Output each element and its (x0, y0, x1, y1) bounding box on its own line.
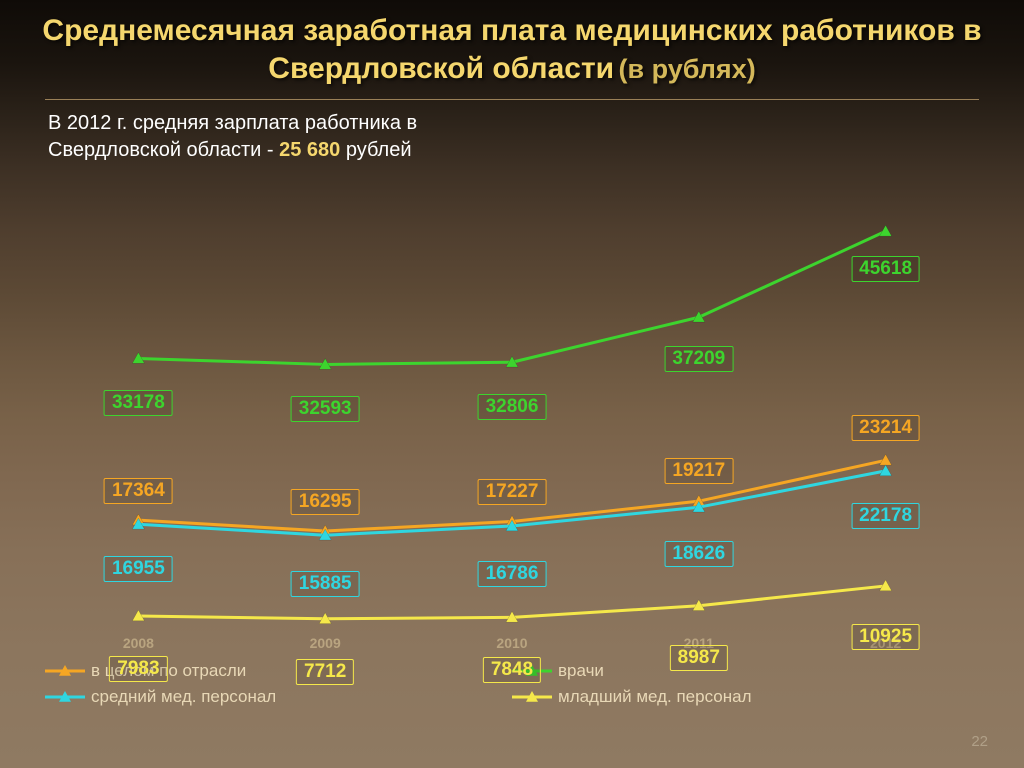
value-box-mid-1: 15885 (291, 571, 360, 597)
value-box-mid-2: 16786 (478, 561, 547, 587)
value-box-doctors-4: 45618 (851, 256, 920, 282)
value-box-industry-2: 17227 (478, 479, 547, 505)
note-l2-post: рублей (340, 139, 411, 161)
note-line2: Свердловской области - 25 680 рублей (48, 137, 1024, 164)
value-box-industry-4: 23214 (851, 415, 920, 441)
value-box-mid-4: 22178 (851, 503, 920, 529)
value-box-mid-3: 18626 (664, 541, 733, 567)
title-main: Среднемесячная заработная плата медицинс… (42, 14, 981, 85)
legend-swatch-industry (45, 663, 85, 679)
note-box: В 2012 г. средняя зарплата работника в С… (48, 110, 1024, 164)
legend-label-mid: средний мед. персонал (91, 687, 276, 707)
legend-swatch-junior (512, 689, 552, 705)
title-suffix: (в рублях) (619, 54, 756, 84)
value-box-doctors-0: 33178 (104, 390, 173, 416)
legend-swatch-mid (45, 689, 85, 705)
value-box-junior-1: 7712 (296, 659, 354, 685)
value-box-industry-1: 16295 (291, 489, 360, 515)
legend-item-doctors: врачи (512, 661, 979, 681)
salary-line-chart: 20082009201020112012 3317832593328063720… (45, 174, 979, 659)
value-box-doctors-1: 32593 (291, 396, 360, 422)
legend-item-mid: средний мед. персонал (45, 687, 512, 707)
legend-label-doctors: врачи (558, 661, 604, 681)
value-box-junior-4: 10925 (851, 624, 920, 650)
title-divider (45, 99, 979, 100)
marker-doctors-4 (880, 225, 892, 236)
value-box-junior-3: 8987 (670, 645, 728, 671)
legend-item-junior: младший мед. персонал (512, 687, 979, 707)
note-l2-highlight: 25 680 (279, 139, 340, 161)
value-box-junior-2: 7848 (483, 657, 541, 683)
value-box-industry-0: 17364 (104, 478, 173, 504)
slide-number: 22 (971, 733, 988, 750)
note-l2-pre: Свердловской области - (48, 139, 279, 161)
series-line-doctors (138, 231, 885, 364)
slide-title: Среднемесячная заработная плата медицинс… (0, 0, 1024, 93)
value-box-industry-3: 19217 (664, 458, 733, 484)
value-box-doctors-3: 37209 (664, 346, 733, 372)
value-box-junior-0: 7983 (109, 656, 167, 682)
value-box-mid-0: 16955 (104, 556, 173, 582)
note-line1: В 2012 г. средняя зарплата работника в (48, 110, 1024, 137)
legend-label-junior: младший мед. персонал (558, 687, 752, 707)
value-box-doctors-2: 32806 (478, 394, 547, 420)
